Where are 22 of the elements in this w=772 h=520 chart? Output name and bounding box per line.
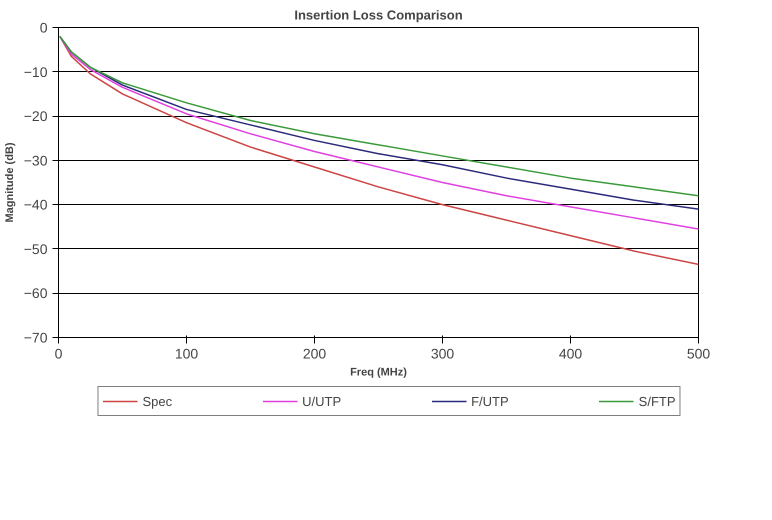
y-axis-title: Magnitude (dB) — [4, 142, 16, 223]
x-axis-title: Freq (MHz) — [350, 366, 408, 378]
y-tick-label: −10 — [24, 64, 48, 80]
x-tick-label: 0 — [54, 346, 63, 362]
y-tick-label: −40 — [24, 196, 48, 213]
x-tick-label: 100 — [174, 346, 198, 362]
legend-label: F/UTP — [471, 394, 509, 408]
y-tick-label: −70 — [24, 330, 48, 346]
legend-label: Spec — [142, 394, 172, 408]
x-tick-label: 200 — [302, 346, 326, 362]
line-series — [59, 36, 698, 266]
y-tick-label: −50 — [24, 240, 48, 257]
y-tick-label: −60 — [24, 285, 48, 302]
x-tick-label: 300 — [430, 346, 454, 362]
legend-label: U/UTP — [302, 394, 342, 408]
y-tick-label: −30 — [24, 152, 48, 168]
y-tick-label: −20 — [24, 108, 48, 124]
x-tick-label: 500 — [686, 346, 710, 362]
legend-label: S/FTP — [638, 394, 676, 408]
x-tick-label: 400 — [558, 346, 582, 362]
chart-title: Insertion Loss Comparison — [294, 8, 463, 22]
y-tick-label: 0 — [40, 20, 48, 36]
